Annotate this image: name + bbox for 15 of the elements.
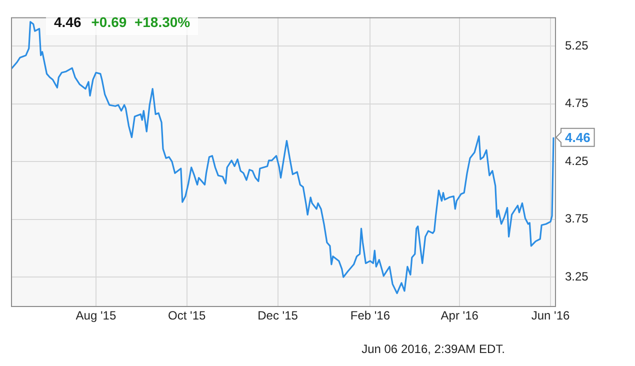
text: Jun 06 2016, 2:39AM EDT. [362,342,505,356]
x-tick-label: Dec '15 [258,308,298,323]
y-tick-label: 5.25 [565,38,589,52]
x-tick-label: Apr '16 [440,308,479,323]
y-tick-label: 4.75 [565,96,589,110]
y-tick-label: 4.25 [565,154,589,168]
x-tick-label: Oct '15 [168,308,206,323]
x-tick-label: Jun '16 [531,308,570,323]
chart-subtitle: +0.69 +18.30% [91,14,190,30]
y-tick-label: 3.25 [565,269,589,284]
chart-title: 4.46 [54,14,82,30]
x-tick-label: Feb '16 [350,308,390,323]
y-tick-label: 3.75 [565,212,589,226]
x-tick-label: Aug '15 [76,308,116,323]
annotation: 4.46 [565,130,590,145]
